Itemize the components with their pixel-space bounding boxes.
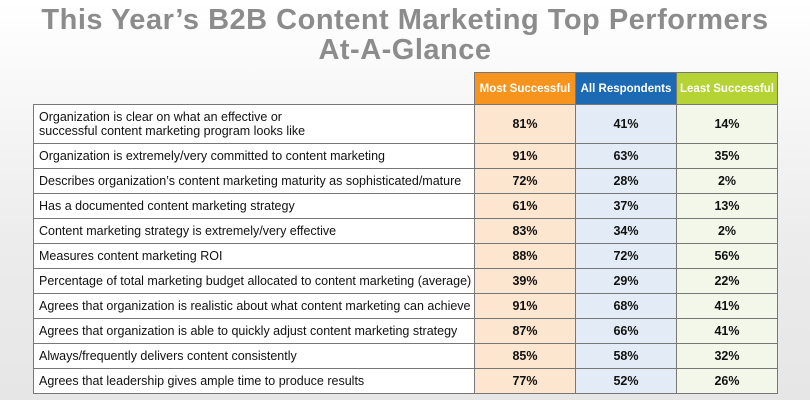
comparison-table: Most Successful All Respondents Least Su… — [33, 72, 778, 394]
table-row: Percentage of total marketing budget all… — [33, 268, 778, 294]
row-label: Organization is clear on what an effecti… — [33, 104, 475, 144]
cell-most-successful: 72% — [474, 168, 576, 194]
cell-most-successful: 88% — [474, 243, 576, 269]
cell-most-successful: 91% — [474, 143, 576, 169]
row-label: Has a documented content marketing strat… — [33, 193, 475, 219]
cell-all-respondents: 66% — [575, 318, 677, 344]
cell-all-respondents: 68% — [575, 293, 677, 319]
cell-most-successful: 91% — [474, 293, 576, 319]
header-blank — [34, 73, 475, 105]
cell-all-respondents: 37% — [575, 193, 677, 219]
table-row: Agrees that organization is able to quic… — [33, 318, 778, 344]
cell-least-successful: 41% — [676, 293, 778, 319]
row-label: Agrees that organization is realistic ab… — [33, 293, 475, 319]
row-label-line1: Describes organization’s content marketi… — [39, 174, 462, 188]
row-label-line1: Agrees that organization is able to quic… — [39, 324, 458, 338]
cell-least-successful: 13% — [676, 193, 778, 219]
table-row: Always/frequently delivers content consi… — [33, 343, 778, 369]
cell-all-respondents: 52% — [575, 368, 677, 394]
table-row: Measures content marketing ROI 88% 72% 56% — [33, 243, 778, 269]
row-label: Organization is extremely/very committed… — [33, 143, 475, 169]
table-row: Describes organization’s content marketi… — [33, 168, 778, 194]
cell-all-respondents: 72% — [575, 243, 677, 269]
page-subtitle: At-A-Glance — [318, 34, 492, 66]
cell-most-successful: 87% — [474, 318, 576, 344]
cell-most-successful: 83% — [474, 218, 576, 244]
row-label: Agrees that leadership gives ample time … — [33, 368, 475, 394]
row-label-line1: Agrees that leadership gives ample time … — [39, 374, 365, 388]
cell-all-respondents: 63% — [575, 143, 677, 169]
row-label-line1: Organization is clear on what an effecti… — [39, 110, 282, 124]
row-label-line1: Percentage of total marketing budget all… — [39, 274, 472, 288]
row-label-line1: Content marketing strategy is extremely/… — [39, 224, 337, 238]
table-row: Content marketing strategy is extremely/… — [33, 218, 778, 244]
cell-most-successful: 81% — [474, 104, 576, 144]
cell-least-successful: 26% — [676, 368, 778, 394]
row-label: Content marketing strategy is extremely/… — [33, 218, 475, 244]
row-label: Always/frequently delivers content consi… — [33, 343, 475, 369]
column-header-least-successful: Least Successful — [676, 72, 778, 105]
cell-most-successful: 85% — [474, 343, 576, 369]
row-label-line1: Has a documented content marketing strat… — [39, 199, 295, 213]
row-label: Agrees that organization is able to quic… — [33, 318, 475, 344]
table-row: Organization is clear on what an effecti… — [33, 104, 778, 144]
cell-most-successful: 61% — [474, 193, 576, 219]
table-row: Organization is extremely/very committed… — [33, 143, 778, 169]
cell-most-successful: 39% — [474, 268, 576, 294]
cell-least-successful: 22% — [676, 268, 778, 294]
cell-least-successful: 2% — [676, 168, 778, 194]
table-row: Agrees that organization is realistic ab… — [33, 293, 778, 319]
cell-all-respondents: 28% — [575, 168, 677, 194]
table-row: Has a documented content marketing strat… — [33, 193, 778, 219]
cell-least-successful: 2% — [676, 218, 778, 244]
page-title: This Year’s B2B Content Marketing Top Pe… — [41, 4, 769, 36]
row-label-line2: successful content marketing program loo… — [39, 124, 306, 138]
cell-all-respondents: 41% — [575, 104, 677, 144]
column-header-most-successful: Most Successful — [474, 72, 576, 105]
row-label-line1: Measures content marketing ROI — [39, 249, 223, 263]
row-label: Measures content marketing ROI — [33, 243, 475, 269]
header-row: Most Successful All Respondents Least Su… — [34, 72, 778, 105]
cell-most-successful: 77% — [474, 368, 576, 394]
cell-all-respondents: 58% — [575, 343, 677, 369]
row-label: Percentage of total marketing budget all… — [33, 268, 475, 294]
row-label: Describes organization’s content marketi… — [33, 168, 475, 194]
table-row: Agrees that leadership gives ample time … — [33, 368, 778, 394]
row-label-line1: Organization is extremely/very committed… — [39, 149, 385, 163]
row-label-line1: Agrees that organization is realistic ab… — [39, 299, 471, 313]
column-header-all-respondents: All Respondents — [575, 72, 677, 105]
cell-all-respondents: 34% — [575, 218, 677, 244]
cell-least-successful: 14% — [676, 104, 778, 144]
cell-least-successful: 32% — [676, 343, 778, 369]
cell-least-successful: 41% — [676, 318, 778, 344]
row-label-line1: Always/frequently delivers content consi… — [39, 349, 297, 363]
cell-least-successful: 56% — [676, 243, 778, 269]
cell-all-respondents: 29% — [575, 268, 677, 294]
cell-least-successful: 35% — [676, 143, 778, 169]
